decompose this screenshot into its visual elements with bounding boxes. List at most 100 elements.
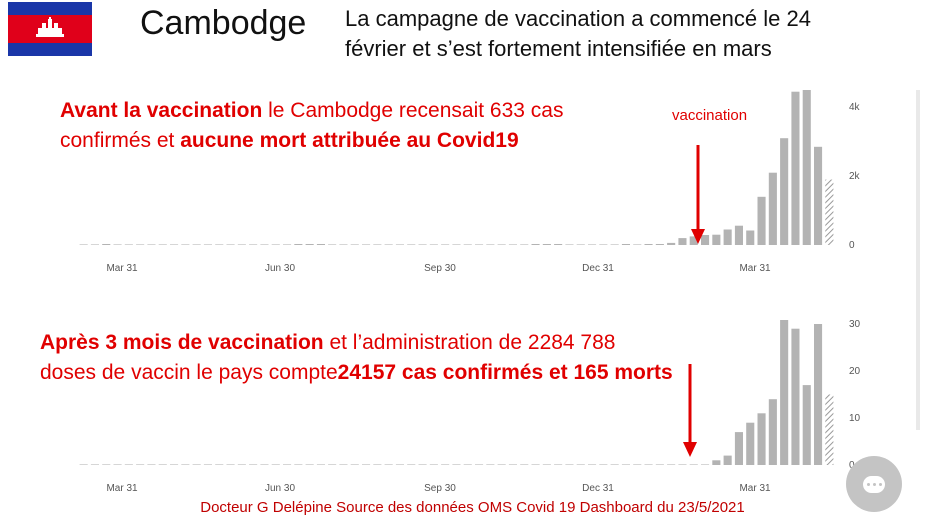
bar: [181, 464, 190, 465]
bar: [768, 172, 777, 245]
bar: [508, 244, 517, 245]
bar: [305, 464, 314, 465]
vaccination-arrow-2-icon: [682, 364, 698, 463]
bar: [362, 464, 371, 465]
vaccination-arrow-icon: [690, 145, 706, 250]
x-tick-label: Dec 31: [582, 483, 614, 494]
bar: [158, 464, 167, 465]
bar: [723, 229, 732, 245]
bar: [565, 244, 574, 245]
bar: [757, 196, 766, 245]
bar: [294, 464, 303, 465]
x-tick-label: Sep 30: [424, 483, 456, 494]
y-tick-label: 20: [849, 366, 861, 377]
bar: [215, 464, 224, 465]
bar: [734, 432, 743, 465]
panel1-normal-2: confirmés et: [60, 129, 181, 152]
slide-subtitle: La campagne de vaccination a commencé le…: [345, 4, 905, 64]
bar: [644, 244, 653, 245]
bar: [373, 244, 382, 245]
panel2-text: Après 3 mois de vaccination et l’adminis…: [40, 328, 720, 388]
bar: [260, 244, 269, 245]
subtitle-line-2: février et s’est fortement intensifiée e…: [345, 36, 772, 61]
panel2-normal-2: doses de vaccin le pays compte: [40, 361, 338, 384]
chat-button[interactable]: [846, 456, 902, 512]
bar: [339, 244, 348, 245]
bar: [328, 464, 337, 465]
bar: [723, 455, 732, 465]
bar: [271, 464, 280, 465]
bar: [192, 464, 201, 465]
bar: [554, 464, 563, 465]
bar: [791, 328, 800, 465]
bar: [802, 90, 811, 245]
bar: [418, 244, 427, 245]
panel1-bold-1: Avant la vaccination: [60, 99, 263, 122]
panel1-bold-2: aucune mort attribuée au Covid19: [180, 129, 519, 152]
bar: [746, 422, 755, 465]
bar: [542, 464, 551, 465]
vaccination-annotation: vaccination: [672, 107, 748, 124]
bar: [678, 464, 687, 465]
scrollbar[interactable]: [916, 90, 920, 430]
bar: [429, 464, 438, 465]
bar: [170, 464, 179, 465]
bar: [249, 244, 258, 245]
bar: [621, 244, 630, 245]
bar: [226, 464, 235, 465]
bar: [170, 244, 179, 245]
bar: [452, 244, 461, 245]
x-tick-label: Mar 31: [106, 263, 138, 274]
bar: [746, 230, 755, 245]
bar: [260, 464, 269, 465]
bar: [373, 464, 382, 465]
bar: [576, 244, 585, 245]
bar: [768, 399, 777, 465]
source-footer: Docteur G Delépine Source des données OM…: [200, 499, 745, 516]
bar: [802, 385, 811, 465]
bar: [475, 464, 484, 465]
bar: [475, 244, 484, 245]
bar: [181, 244, 190, 245]
bar: [644, 464, 653, 465]
panel2-normal-1: et l’administration de 2: [323, 331, 540, 354]
bar: [362, 244, 371, 245]
bar: [102, 464, 111, 465]
bar: [554, 244, 563, 245]
bar: [407, 244, 416, 245]
bar: [531, 244, 540, 245]
bar: [599, 244, 608, 245]
bar: [520, 244, 529, 245]
bar: [249, 464, 258, 465]
bar: [734, 225, 743, 245]
bar: [701, 464, 710, 465]
bar: [588, 244, 597, 245]
bar: [667, 464, 676, 465]
panel1-text: Avant la vaccination le Cambodge recensa…: [60, 96, 680, 156]
bar: [215, 244, 224, 245]
bar: [508, 464, 517, 465]
x-tick-label: Jun 30: [265, 483, 295, 494]
bar: [814, 146, 823, 245]
bar: [203, 244, 212, 245]
bar: [486, 464, 495, 465]
bar: [147, 464, 156, 465]
y-tick-label: 2k: [849, 171, 861, 182]
bar: [633, 244, 642, 245]
panel2-normal-1b: 284 788: [539, 331, 616, 354]
bar: [712, 234, 721, 245]
chat-icon: [863, 475, 885, 493]
bar: [441, 464, 450, 465]
bar: [316, 244, 325, 245]
bar: [520, 464, 529, 465]
panel1-normal-1: le Cambodge recensait 633 cas: [262, 99, 564, 122]
bar: [395, 464, 404, 465]
bar: [791, 91, 800, 245]
bar: [825, 179, 834, 245]
bar: [283, 464, 292, 465]
y-tick-label: 30: [849, 320, 861, 330]
panel2-bold-2: 24157 cas confirmés et 165 morts: [337, 361, 673, 384]
bar: [350, 464, 359, 465]
bar: [294, 244, 303, 245]
